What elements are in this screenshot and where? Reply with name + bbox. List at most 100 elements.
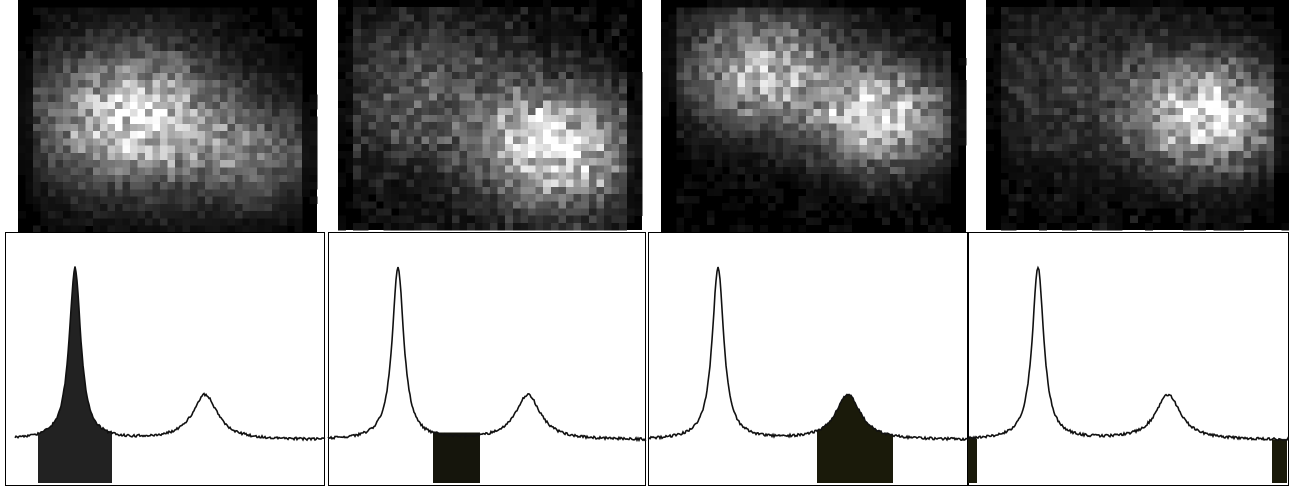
pixel: [691, 159, 700, 168]
pixel: [77, 138, 86, 146]
pixel: [581, 179, 590, 188]
pixel: [160, 138, 168, 146]
pixel: [40, 203, 49, 212]
pixel: [70, 94, 79, 103]
pixel: [1228, 35, 1237, 44]
pixel: [1137, 86, 1146, 94]
pixel: [1205, 186, 1214, 195]
pixel: [512, 64, 521, 73]
pixel: [722, 79, 730, 88]
pixel: [1084, 71, 1093, 80]
pixel: [1273, 115, 1282, 123]
pixel: [62, 131, 71, 139]
pixel: [287, 145, 295, 154]
pixel: [683, 94, 692, 102]
pixel: [737, 79, 746, 88]
pixel: [714, 29, 723, 37]
pixel: [1099, 143, 1108, 152]
pixel: [452, 201, 460, 209]
pixel: [1160, 100, 1169, 109]
pixel: [581, 64, 590, 73]
pixel: [634, 129, 643, 137]
pixel: [242, 196, 251, 205]
pixel: [805, 0, 814, 8]
pixel: [32, 43, 41, 52]
pixel: [775, 174, 784, 182]
pixel: [345, 158, 354, 166]
pixel: [360, 21, 369, 30]
pixel: [1190, 122, 1199, 130]
pixel: [722, 87, 730, 95]
pixel: [18, 123, 26, 132]
pixel: [167, 58, 176, 66]
pixel: [1008, 122, 1017, 130]
pixel: [1076, 71, 1085, 80]
pixel: [528, 57, 536, 65]
pixel: [429, 50, 438, 58]
pixel: [1273, 136, 1282, 145]
pixel: [905, 123, 913, 131]
pixel: [62, 174, 71, 183]
pixel: [505, 129, 514, 137]
pixel: [70, 109, 79, 117]
pixel: [174, 182, 183, 190]
pixel: [1031, 57, 1040, 65]
pixel: [619, 208, 628, 216]
pixel: [353, 129, 362, 137]
pixel: [1228, 100, 1237, 109]
pixel: [566, 165, 574, 173]
pixel: [1258, 64, 1267, 73]
pixel: [234, 101, 243, 110]
pixel: [588, 172, 597, 180]
pixel: [1001, 64, 1010, 73]
pixel: [436, 201, 445, 209]
pixel: [1031, 21, 1040, 30]
pixel: [882, 152, 891, 160]
pixel: [611, 86, 620, 94]
pixel: [130, 87, 138, 95]
pixel: [1213, 21, 1222, 30]
pixel: [706, 0, 715, 8]
pixel: [482, 143, 491, 152]
pixel: [790, 210, 799, 218]
pixel: [18, 152, 26, 161]
pixel: [520, 7, 529, 15]
pixel: [227, 72, 236, 81]
pixel: [130, 109, 138, 117]
pixel: [1228, 179, 1237, 188]
pixel: [897, 94, 906, 102]
pixel: [436, 158, 445, 166]
pixel: [1076, 122, 1085, 130]
pixel: [722, 7, 730, 15]
pixel: [943, 123, 952, 131]
pixel: [950, 159, 959, 168]
pixel: [391, 79, 400, 87]
pixel: [874, 123, 883, 131]
pixel: [391, 215, 400, 224]
pixel: [1114, 179, 1123, 188]
pixel: [783, 152, 791, 160]
pixel: [421, 143, 430, 152]
pixel: [596, 86, 605, 94]
pixel: [55, 211, 64, 219]
pixel: [145, 58, 153, 66]
pixel: [287, 116, 295, 125]
pixel: [604, 122, 612, 130]
pixel: [1039, 43, 1047, 51]
pixel: [1061, 186, 1070, 195]
pixel: [406, 150, 415, 159]
pixel: [391, 71, 400, 80]
pixel: [813, 195, 822, 204]
pixel: [452, 21, 460, 30]
pixel: [1213, 57, 1222, 65]
pixel: [805, 14, 814, 23]
pixel: [767, 29, 776, 37]
pixel: [115, 94, 123, 103]
pixel: [535, 158, 544, 166]
pixel: [1129, 7, 1138, 15]
pixel: [596, 71, 605, 80]
pixel: [383, 215, 392, 224]
pixel: [406, 172, 415, 180]
pixel: [1054, 150, 1063, 159]
pixel: [55, 7, 64, 15]
